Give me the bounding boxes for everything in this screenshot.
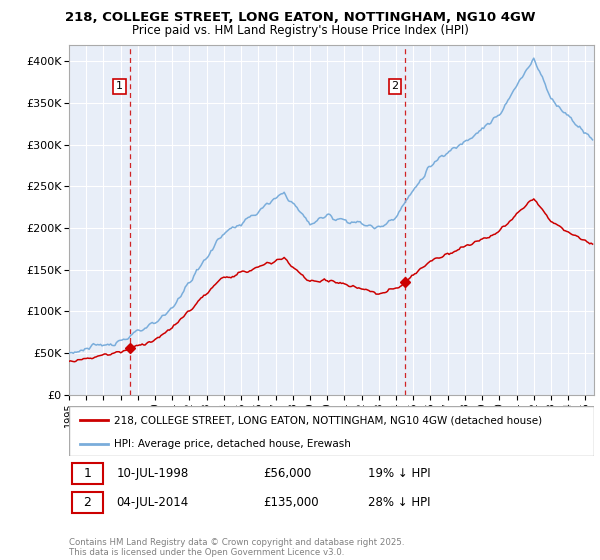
Text: £135,000: £135,000 (263, 496, 319, 509)
Text: 19% ↓ HPI: 19% ↓ HPI (368, 467, 431, 480)
Text: 218, COLLEGE STREET, LONG EATON, NOTTINGHAM, NG10 4GW: 218, COLLEGE STREET, LONG EATON, NOTTING… (65, 11, 535, 24)
Text: 04-JUL-2014: 04-JUL-2014 (116, 496, 188, 509)
FancyBboxPatch shape (69, 406, 594, 456)
FancyBboxPatch shape (71, 463, 103, 484)
Text: 2: 2 (391, 81, 398, 91)
Text: 28% ↓ HPI: 28% ↓ HPI (368, 496, 431, 509)
Text: 2: 2 (83, 496, 91, 509)
FancyBboxPatch shape (71, 492, 103, 514)
Text: HPI: Average price, detached house, Erewash: HPI: Average price, detached house, Erew… (113, 439, 350, 449)
Text: 10-JUL-1998: 10-JUL-1998 (116, 467, 188, 480)
Text: 218, COLLEGE STREET, LONG EATON, NOTTINGHAM, NG10 4GW (detached house): 218, COLLEGE STREET, LONG EATON, NOTTING… (113, 415, 542, 425)
Text: Price paid vs. HM Land Registry's House Price Index (HPI): Price paid vs. HM Land Registry's House … (131, 24, 469, 36)
Text: 1: 1 (83, 467, 91, 480)
Text: £56,000: £56,000 (263, 467, 311, 480)
Text: 1: 1 (116, 81, 123, 91)
Text: Contains HM Land Registry data © Crown copyright and database right 2025.
This d: Contains HM Land Registry data © Crown c… (69, 538, 404, 557)
